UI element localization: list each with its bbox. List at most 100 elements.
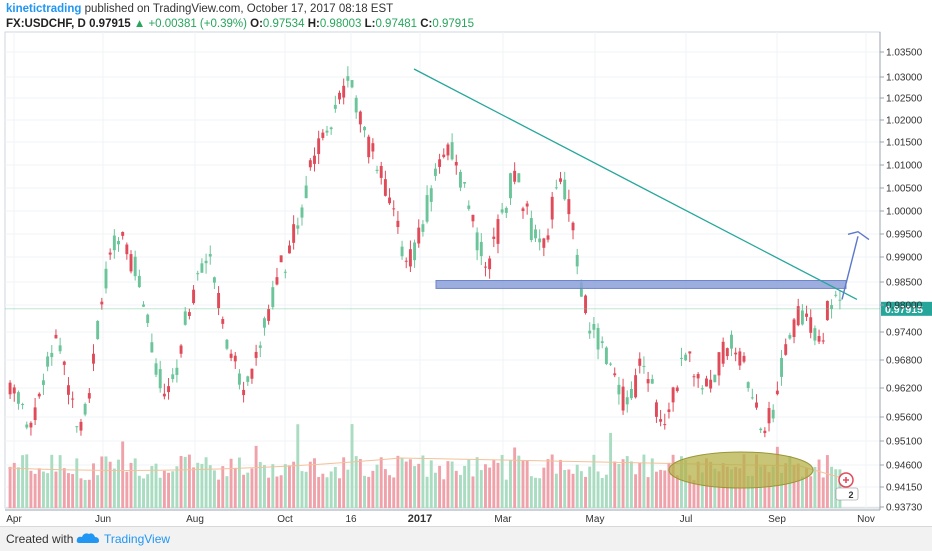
volume-bar: [104, 456, 108, 508]
y-tick-label: 1.00500: [886, 184, 923, 195]
candle-body: [454, 161, 458, 166]
candle-body: [442, 154, 446, 158]
candle-body: [171, 374, 175, 380]
volume-bar: [225, 476, 229, 508]
chart-header: kinetictrading published on TradingView.…: [6, 2, 926, 32]
candle-body: [292, 224, 296, 243]
tradingview-brand[interactable]: TradingView: [104, 532, 171, 546]
candlestick-series: [8, 66, 842, 438]
volume-bar: [475, 457, 479, 508]
volume-bar: [388, 475, 392, 508]
volume-bar: [71, 474, 75, 508]
y-tick-label: 0.95100: [886, 437, 923, 448]
candle-body: [16, 392, 20, 404]
candle-body: [150, 342, 154, 353]
candle-body: [617, 384, 621, 395]
created-with-text: Created with: [6, 532, 74, 546]
volume-bar: [212, 470, 216, 508]
x-tick-label: May: [586, 514, 605, 525]
volume-bar: [379, 457, 383, 508]
volume-bar: [433, 472, 437, 508]
candle-body: [642, 365, 646, 367]
volume-bar: [784, 463, 788, 508]
candle-body: [338, 92, 341, 100]
candle-body: [467, 205, 471, 209]
volume-bar: [446, 461, 450, 508]
candle-body: [692, 376, 696, 378]
candle-body: [258, 345, 262, 348]
candle-body: [521, 208, 525, 212]
volume-bar: [396, 455, 400, 508]
y-tick-label: 0.96800: [886, 356, 923, 367]
volume-bar: [175, 466, 179, 508]
volume-bar: [37, 468, 41, 508]
price-chart[interactable]: 20.97915 1.035001.030001.025001.020001.0…: [0, 0, 932, 526]
volume-bar: [392, 477, 396, 508]
candle-body: [546, 235, 550, 240]
candle-body: [554, 187, 558, 189]
candle-body: [484, 266, 487, 268]
volume-bar: [796, 463, 800, 508]
volume-bar: [609, 432, 613, 508]
volume-bar: [688, 475, 692, 508]
candle-body: [29, 422, 33, 428]
candle-body: [750, 397, 754, 399]
candle-body: [375, 169, 379, 171]
candle-body: [425, 195, 429, 222]
y-tick-label: 1.01500: [886, 138, 923, 149]
volume-bar: [546, 459, 550, 508]
candle-body: [675, 387, 679, 392]
candle-body: [571, 222, 575, 231]
volume-bar: [746, 476, 750, 508]
y-tick-label: 1.02500: [886, 94, 923, 105]
volume-bar: [375, 464, 379, 508]
volume-bar: [596, 471, 600, 508]
candle-body: [659, 419, 663, 422]
volume-bar: [242, 474, 246, 508]
last-price-box: [881, 301, 932, 316]
volume-bar: [308, 461, 312, 508]
candle-body: [221, 319, 225, 324]
candle-body: [796, 306, 800, 326]
candle-body: [471, 214, 475, 222]
candle-body: [650, 379, 654, 384]
publisher-name[interactable]: kinetictrading: [6, 3, 82, 15]
candle-body: [488, 258, 492, 270]
candle-body: [8, 382, 12, 395]
candle-body: [25, 424, 29, 428]
volume-bar: [21, 455, 25, 508]
y-tick-label: 0.98000: [886, 301, 923, 312]
candle-body: [100, 301, 104, 305]
y-tick-label: 0.99000: [886, 253, 923, 264]
candle-body: [792, 319, 796, 338]
volume-bar: [792, 464, 796, 508]
volume-bar: [87, 479, 91, 508]
candle-body: [242, 389, 246, 396]
candle-body: [700, 388, 704, 390]
candle-body: [638, 358, 642, 366]
volume-bar: [217, 479, 221, 508]
candle-body: [492, 236, 496, 239]
close-value: 0.97915: [432, 18, 474, 30]
candle-body: [313, 155, 316, 164]
volume-bar: [237, 457, 241, 508]
candle-body: [725, 348, 729, 357]
candle-body: [363, 126, 366, 131]
volume-bar: [271, 464, 275, 508]
candle-body: [742, 355, 746, 362]
candle-body: [579, 282, 583, 297]
volume-bar: [700, 472, 704, 508]
candle-body: [154, 363, 158, 375]
candle-body: [821, 340, 825, 342]
candle-body: [104, 268, 108, 289]
event-badge-icon[interactable]: [835, 487, 859, 501]
candle-body: [37, 393, 41, 397]
candle-body: [308, 160, 312, 168]
volume-bar: [204, 457, 208, 508]
candle-body: [679, 357, 683, 359]
candle-body: [438, 159, 442, 167]
volume-bar: [25, 454, 29, 508]
candle-body: [158, 369, 162, 389]
candle-body: [500, 209, 504, 213]
candle-body: [559, 178, 562, 182]
